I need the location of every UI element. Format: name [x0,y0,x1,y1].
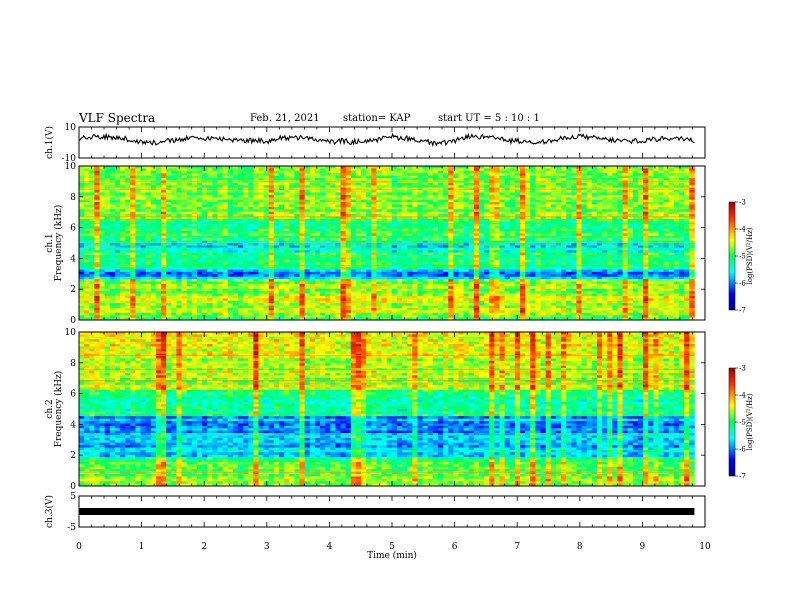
y-tick-label: 6 [70,224,76,234]
y-tick-label: 8 [70,359,76,369]
colorbar-tick-label: -3 [739,199,746,207]
x-tick-label: 4 [327,542,333,552]
y-tick-label: 10 [65,123,77,133]
y-axis-label: ch.3(V) [44,495,55,528]
y-axis-label: ch.2 [45,399,55,418]
y-axis-label: ch.1 [45,233,55,252]
y-tick-label: -10 [62,154,77,164]
ch1-colorbar [728,201,736,311]
y-tick-label: 8 [70,193,76,203]
y-tick-label: -5 [67,523,76,533]
y-axis-label: Frequency (kHz) [53,205,64,282]
colorbar-tick-label: -4 [739,226,746,234]
y-tick-label: 6 [70,390,76,400]
colorbar-tick-label: -6 [739,446,746,454]
x-tick-label: 5 [389,542,395,552]
ch2-spectrogram-image [79,332,695,487]
y-tick-label: 0 [70,482,76,492]
y-axis-label: ch.1(V) [44,126,55,159]
colorbar-tick-label: -3 [739,365,746,373]
y-tick-label: 0 [70,316,76,326]
x-tick-label: 7 [514,542,520,552]
y-tick-label: 2 [70,285,76,295]
colorbar-tick-label: -6 [739,280,746,288]
colorbar-label: log(PSD)(V²/Hz) [746,393,754,450]
y-tick-label: 2 [70,451,76,461]
y-axis-label: Frequency (kHz) [53,371,64,448]
ch1-waveform-line [78,132,695,148]
y-tick-label: 4 [70,254,76,264]
y-tick-label: 10 [65,162,77,172]
colorbar-tick-label: -5 [739,253,746,261]
x-tick-label: 2 [201,542,207,552]
y-tick-label: 4 [70,420,76,430]
x-tick-label: 6 [452,542,458,552]
x-tick-label: 1 [139,542,145,552]
x-tick-label: 8 [577,542,583,552]
colorbar-tick-label: -7 [739,307,746,315]
date-label: Feb. 21, 2021 [250,113,320,124]
ch1-spectrogram-image [79,166,695,321]
ch3-waveform-line [79,508,695,515]
colorbar-label: log(PSD)(V²/Hz) [746,227,754,284]
spectrogram-line-features [79,355,695,473]
colorbar-tick-label: -4 [739,392,746,400]
y-tick-label: 5 [70,492,76,502]
station-label: station= KAP [343,113,411,124]
colorbar-tick-label: -5 [739,419,746,427]
x-tick-label: 0 [76,542,82,552]
y-tick-label: 10 [65,328,77,338]
x-axis-label: Time (min) [367,550,417,561]
colorbar-tick-label: -7 [739,473,746,481]
x-tick-label: 9 [640,542,646,552]
x-tick-label: 10 [699,542,711,552]
chart-title: VLF Spectra [79,111,156,125]
x-tick-label: 3 [264,542,270,552]
start-time-label: start UT = 5 : 10 : 1 [438,113,540,124]
spectrogram-line-features [79,181,695,266]
ch2-colorbar [728,367,736,477]
